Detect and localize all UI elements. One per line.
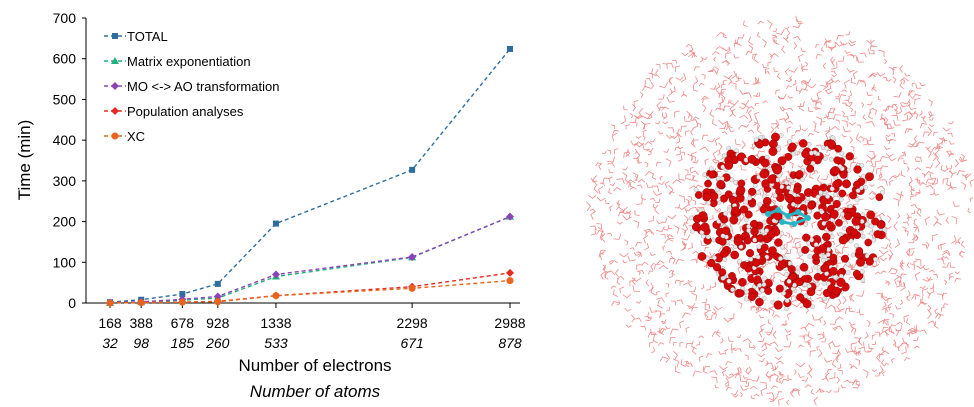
line-chart: 0 100 200 300 400 500 600 700 168 32 388 98 678 185 9…: [15, 10, 526, 401]
molecular-render-image: [586, 15, 974, 406]
x-tick-label-atoms: 185: [171, 335, 195, 351]
legend-entry: XC: [104, 129, 145, 144]
series-xc: [106, 277, 514, 307]
legend-entry: TOTAL: [104, 29, 168, 44]
data-point: [272, 292, 280, 300]
legend-label: Matrix exponentiation: [127, 54, 251, 69]
x-tick-label: 388: [130, 315, 154, 331]
series-line: [109, 216, 511, 304]
legend-swatch-marker: [111, 57, 119, 64]
x-tick-label: 928: [206, 315, 230, 331]
x-axis-label-secondary: Number of atoms: [250, 382, 381, 401]
y-tick-label: 200: [53, 214, 77, 230]
legend-swatch-marker: [112, 33, 118, 39]
series-mo-ao-transformation: [106, 212, 514, 307]
legend-label: MO <-> AO transformation: [127, 79, 279, 94]
data-point: [506, 268, 514, 277]
y-tick-labels: 0 100 200 300 400 500 600 700: [53, 10, 86, 311]
y-tick-label: 600: [53, 51, 77, 67]
series-matrix-exponentiation: [106, 212, 514, 306]
x-tick-label-atoms: 32: [102, 335, 118, 351]
x-tick-label: 1338: [260, 315, 291, 331]
x-tick-label: 2988: [494, 315, 525, 331]
y-tick-label: 0: [68, 295, 76, 311]
data-point: [507, 45, 513, 52]
data-point: [408, 284, 416, 292]
chart-legend: TOTAL Matrix exponentiation MO <-> AO tran…: [104, 29, 279, 144]
x-tick-label-atoms: 98: [133, 335, 149, 351]
x-tick-label-atoms: 671: [400, 335, 423, 351]
data-point: [506, 212, 514, 221]
y-tick-label: 100: [53, 254, 77, 270]
data-point: [409, 166, 416, 173]
y-tick-label: 700: [53, 10, 77, 26]
data-point: [214, 298, 222, 306]
x-tick-labels: 168 32 388 98 678 185 928 260 1338 533 2298 671 2988…: [98, 303, 526, 351]
legend-swatch-marker: [111, 132, 119, 140]
x-tick-label-atoms: 878: [498, 335, 522, 351]
solute-molecule: [765, 207, 811, 227]
y-tick-label: 500: [53, 91, 77, 107]
legend-entry: Population analyses: [104, 104, 244, 119]
data-point: [271, 270, 280, 279]
x-tick-label-atoms: 260: [205, 335, 230, 351]
y-tick-label: 300: [53, 173, 77, 189]
x-tick-label: 2298: [397, 315, 428, 331]
legend-swatch-marker: [111, 82, 119, 90]
x-tick-label: 168: [98, 315, 122, 331]
x-tick-label-atoms: 533: [264, 335, 288, 351]
x-tick-label: 678: [171, 315, 195, 331]
data-point: [272, 220, 279, 227]
data-point: [179, 291, 186, 298]
series-line: [109, 272, 511, 304]
series-line: [109, 279, 511, 304]
y-axis-label: Time (min): [15, 120, 34, 201]
data-point: [106, 299, 114, 307]
data-point: [137, 299, 145, 307]
legend-label: TOTAL: [127, 29, 168, 44]
data-point: [506, 277, 514, 285]
chart-series: [106, 45, 514, 307]
legend-entry: MO <-> AO transformation: [104, 79, 279, 94]
x-axis-label: Number of electrons: [238, 356, 391, 375]
data-point: [213, 292, 222, 301]
legend-label: Population analyses: [127, 104, 244, 119]
qm-water-cluster: [688, 132, 888, 312]
legend-entry: Matrix exponentiation: [104, 54, 251, 69]
y-tick-label: 400: [53, 132, 77, 148]
legend-label: XC: [127, 129, 145, 144]
data-point: [408, 252, 417, 261]
legend-swatch-marker: [111, 107, 119, 115]
data-point: [178, 298, 186, 306]
series-line: [109, 216, 511, 304]
data-point: [214, 280, 221, 287]
